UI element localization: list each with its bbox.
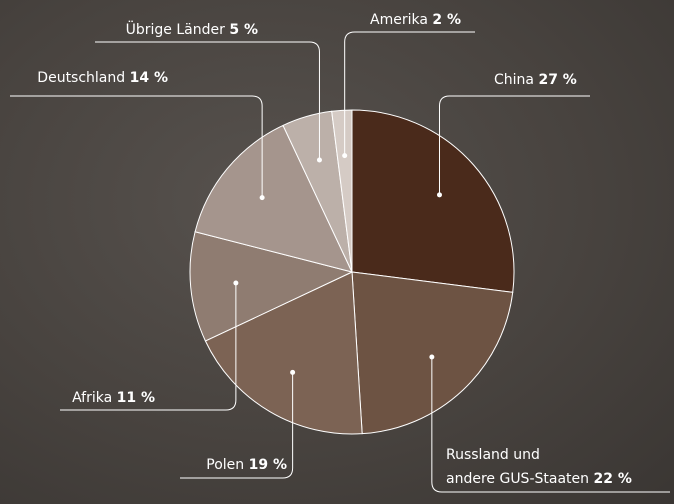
leader-line xyxy=(438,95,590,195)
leader-dot xyxy=(342,153,348,159)
value-label: 5 % xyxy=(229,22,258,38)
value-label: 19 % xyxy=(248,457,287,473)
leader-line xyxy=(431,357,670,493)
value-label: 2 % xyxy=(432,12,462,28)
category-name: China xyxy=(494,72,534,88)
pie-slice xyxy=(204,271,363,435)
pie-slice xyxy=(351,109,515,293)
leader-dot xyxy=(233,280,239,286)
leader-dot xyxy=(316,157,322,163)
slice-label: Amerika 2 % xyxy=(370,8,461,32)
slice-label: Russland und andere GUS-Staaten 22 % xyxy=(446,443,632,491)
leader-line xyxy=(10,95,263,198)
slice-label: Polen 19 % xyxy=(150,453,287,477)
category-name: Polen xyxy=(206,457,245,473)
value-label: 14 % xyxy=(129,70,168,86)
leader-line xyxy=(95,41,320,160)
leader-dot xyxy=(259,195,265,201)
pie-slice xyxy=(189,231,354,342)
pie-slice xyxy=(351,271,514,435)
category-name: Amerika xyxy=(370,12,428,28)
value-label: 27 % xyxy=(538,72,577,88)
pie-slice xyxy=(194,124,353,273)
leader-line xyxy=(344,31,475,156)
leader-dot xyxy=(290,369,296,375)
leader-line xyxy=(180,372,294,479)
pie-slice xyxy=(331,109,353,273)
slice-label: Übrige Länder 5 % xyxy=(60,18,258,42)
category-name: Deutschland xyxy=(37,70,126,86)
value-label: 22 % xyxy=(593,471,632,487)
category-name: Übrige Länder xyxy=(125,22,225,38)
slice-label: China 27 % xyxy=(494,68,577,92)
slice-label: Afrika 11 % xyxy=(20,386,155,410)
category-name: Russland und andere GUS-Staaten xyxy=(446,447,590,487)
slice-label: Deutschland 14 % xyxy=(0,66,168,90)
leader-dot xyxy=(429,354,435,360)
leader-dot xyxy=(436,192,442,198)
value-label: 11 % xyxy=(116,390,155,406)
leader-line xyxy=(60,282,237,411)
category-name: Afrika xyxy=(72,390,113,406)
